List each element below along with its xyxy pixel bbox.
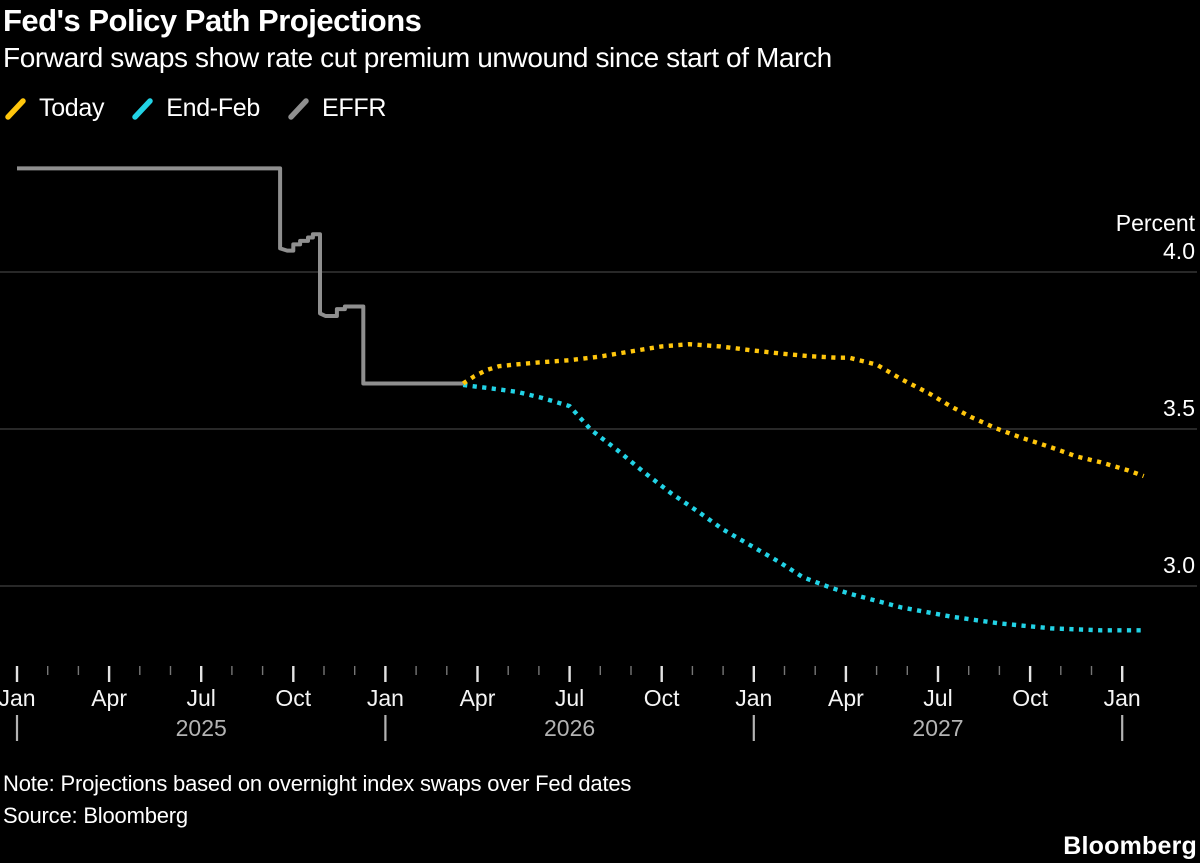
month-label: Apr [91,685,127,711]
legend-label: EFFR [322,94,387,122]
year-label: 2025 [176,715,227,741]
legend-swatch-icon [132,97,153,120]
legend-item-today: Today [4,94,105,123]
month-label: Jul [186,685,215,711]
legend-label: End-Feb [166,94,261,122]
legend-item-effr: EFFR [287,94,386,123]
bloomberg-logo: Bloomberg [1063,832,1197,860]
source-line: Source: Bloomberg [3,803,188,828]
y-axis-tick-label: 4.0 [1163,238,1195,264]
month-label: Oct [275,685,311,711]
chart-subtitle: Forward swaps show rate cut premium unwo… [3,42,832,73]
month-label: Oct [644,685,680,711]
month-label: Apr [460,685,496,711]
y-axis-tick-label: 3.5 [1163,395,1195,421]
month-label: Jul [555,685,584,711]
series-lines [17,166,1145,633]
legend-swatch-icon [288,97,309,120]
legend-swatch-icon [5,97,26,120]
page-title: Fed's Policy Path Projections [3,3,422,38]
series-line-effr [17,166,464,386]
gridlines: 4.0 3.5 3.0 Percent [0,210,1197,587]
legend: Today End-Feb EFFR [4,94,386,123]
legend-item-end-feb: End-Feb [131,94,260,123]
series-line-today [461,342,1145,479]
month-label: Jan [735,685,772,711]
year-label: 2026 [544,715,595,741]
year-label: 2027 [912,715,963,741]
footnote: Note: Projections based on overnight ind… [3,771,632,796]
month-label: Jan [367,685,404,711]
month-label: Jan [0,685,36,711]
x-axis-year-row: 2025 2026 2027 [15,715,1124,741]
month-label: Apr [828,685,864,711]
series-line-end-feb [462,382,1144,633]
month-label: Oct [1012,685,1048,711]
month-label: Jan [1104,685,1141,711]
y-axis-tick-label: 3.0 [1163,552,1195,578]
y-axis-unit-label: Percent [1116,210,1196,236]
x-axis-month-labels: Jan Apr Jul Oct Jan Apr Jul Oct Jan Apr Jul Oct Jan [0,685,1141,711]
month-label: Jul [923,685,952,711]
legend-label: Today [39,94,105,122]
x-axis-ticks [15,666,1124,682]
